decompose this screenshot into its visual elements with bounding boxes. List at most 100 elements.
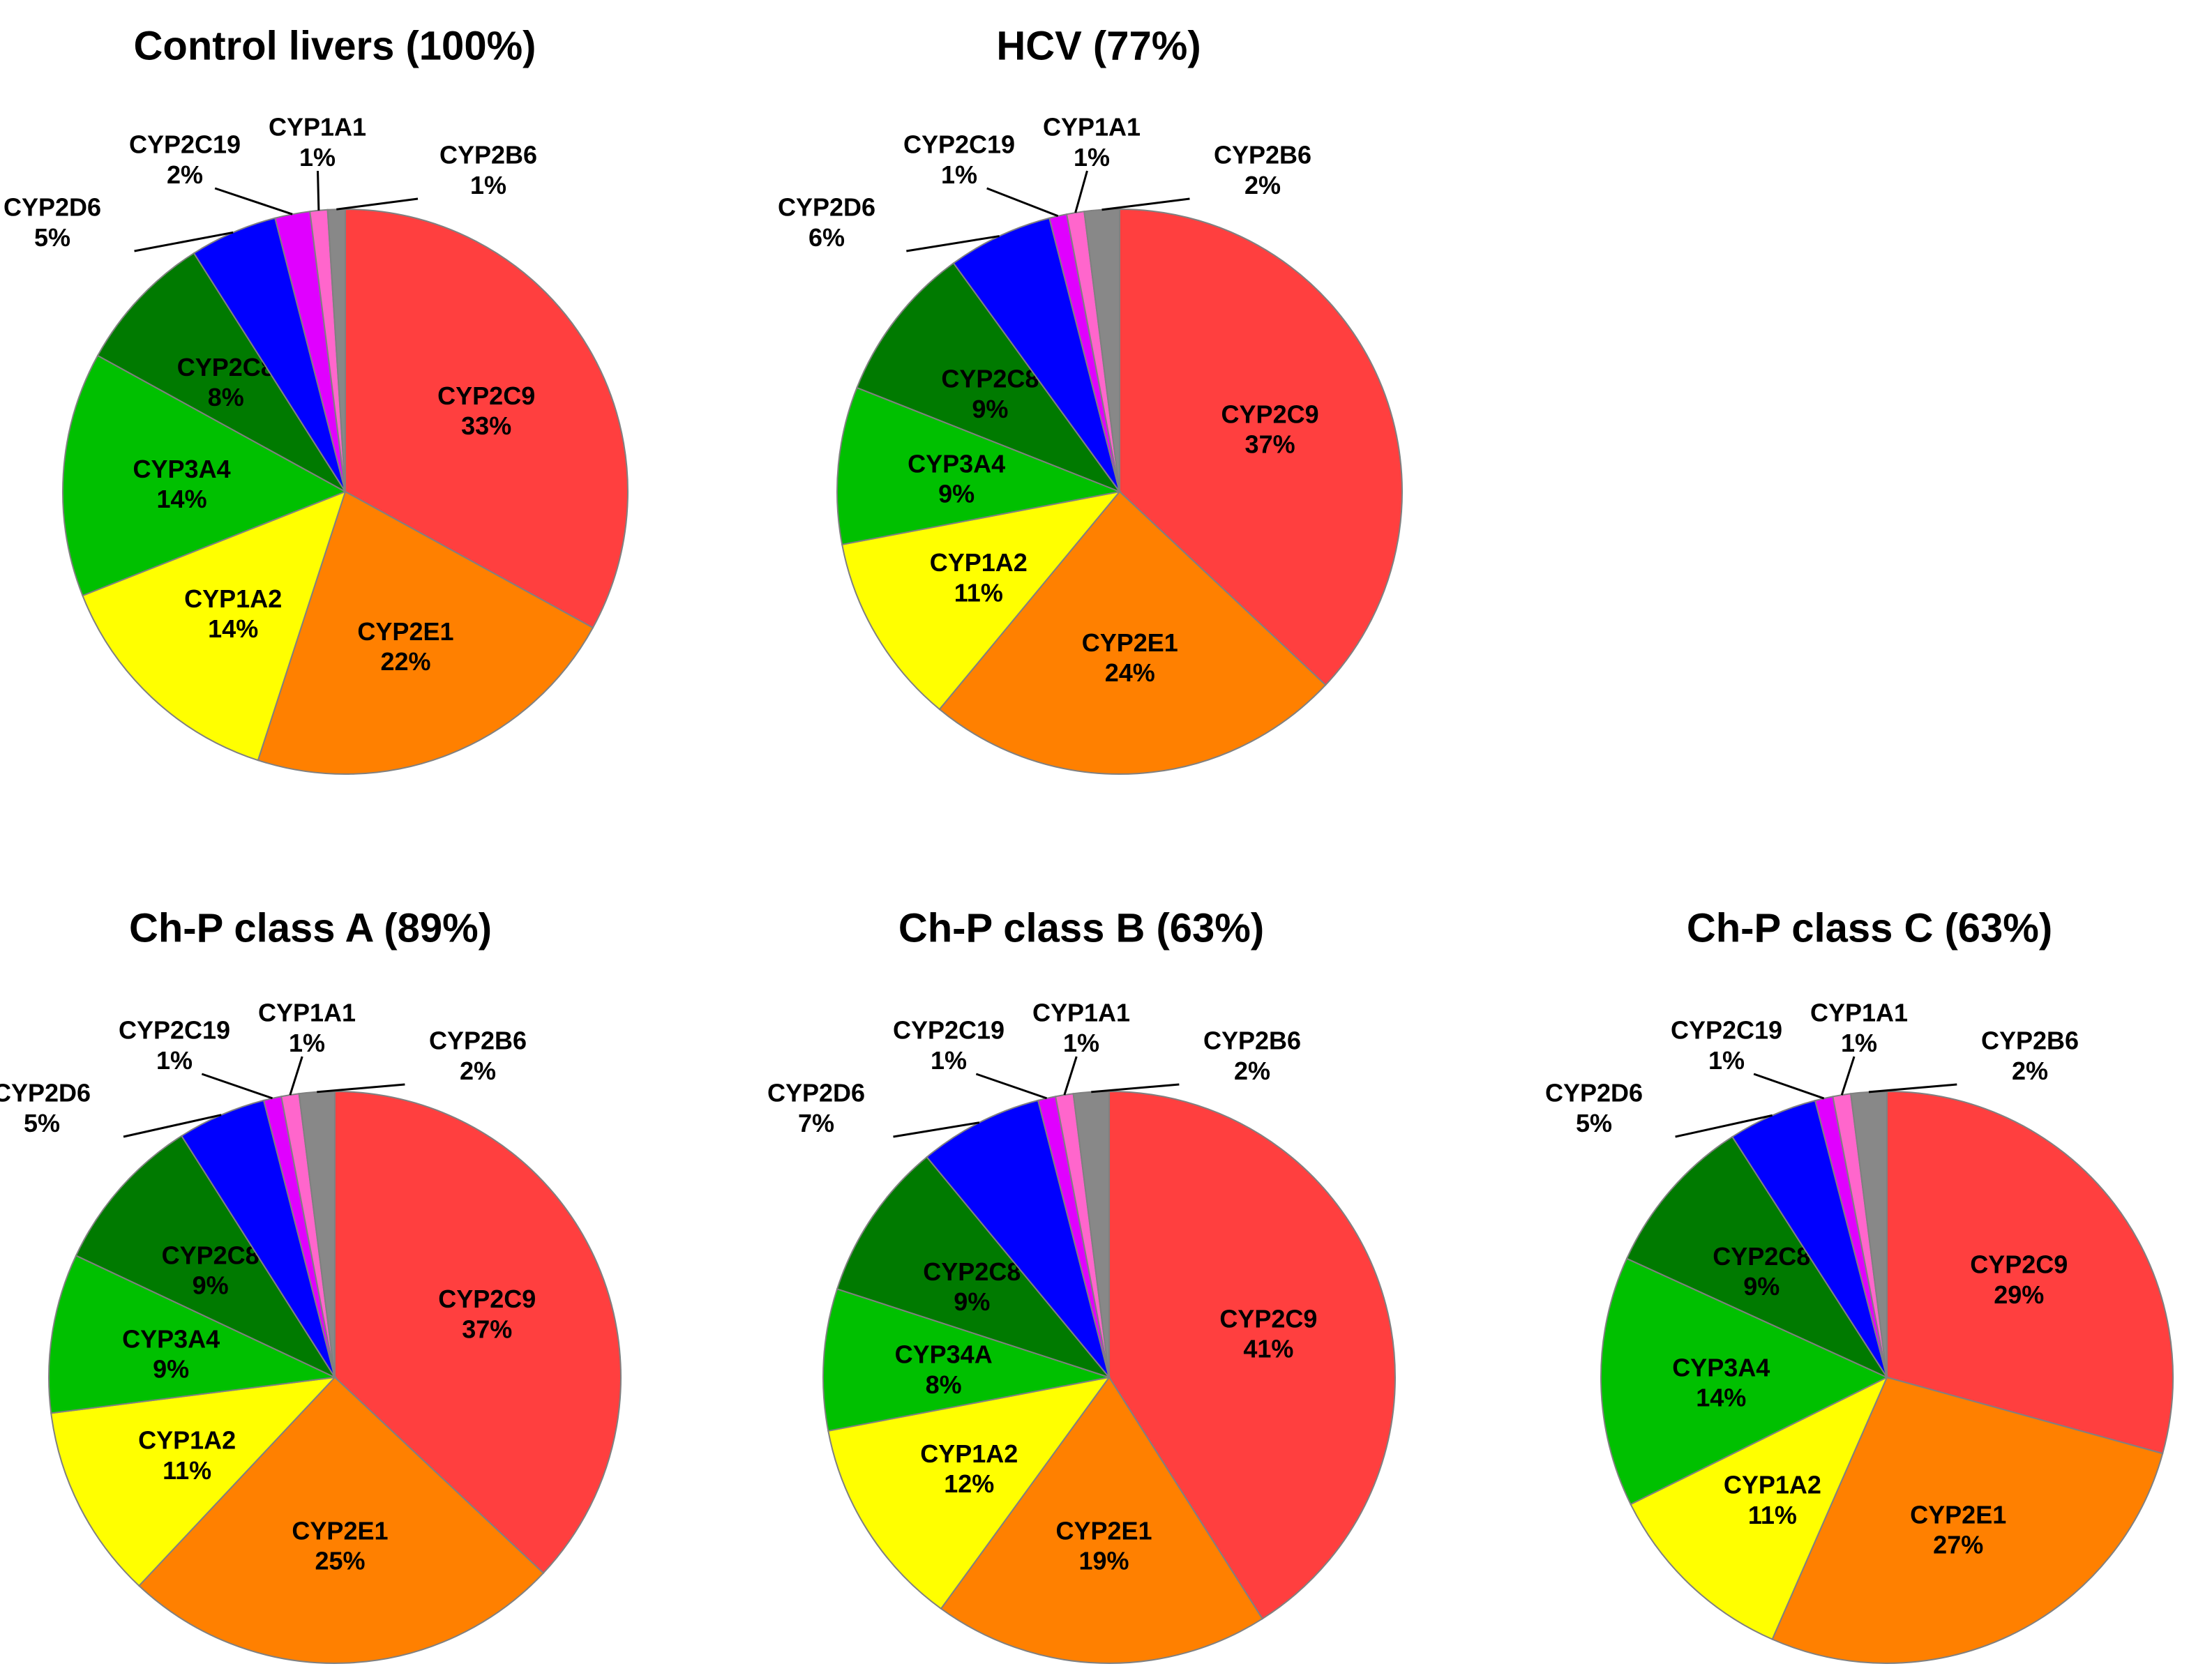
slice-cyp1a2-percent: 11% (1748, 1501, 1797, 1529)
pie-chart-ch-p-class-a-89: Ch-P class A (89%) CYP2C9 37% CYP2E1 25% CYP1… (0, 905, 622, 1664)
slice-cyp2c8-percent: 9% (193, 1271, 229, 1300)
slice-cyp2b6-leader-line (1091, 1083, 1180, 1093)
slice-cyp2c8-label: CYP2C8 8% (177, 353, 275, 411)
slice-cyp2c8 (856, 262, 1122, 494)
slice-cyp2c9-label: CYP2C9 33% (437, 381, 535, 440)
slice-cyp1a1-percent: 1% (289, 1029, 325, 1057)
slice-cyp1a2 (1630, 1375, 1889, 1640)
slice-cyp1a2-name: CYP1A2 (138, 1426, 236, 1455)
slice-cyp2c8-name: CYP2C8 (923, 1257, 1021, 1286)
slice-cyp34a-label: CYP34A 8% (895, 1340, 993, 1399)
slice-cyp2b6-label: CYP2B6 2% (429, 1027, 527, 1085)
slice-cyp2e1-percent: 22% (380, 647, 430, 676)
slice-cyp2d6-label: CYP2D6 6% (778, 193, 875, 252)
slice-cyp2c19-leader-line (214, 187, 293, 215)
slice-cyp2c8 (96, 252, 346, 492)
slice-cyp2b6-leader-line (1101, 197, 1190, 211)
slice-cyp2b6-label: CYP2B6 2% (1981, 1027, 2079, 1085)
slice-cyp1a2-percent: 11% (163, 1456, 211, 1485)
slice-cyp2e1 (940, 1376, 1264, 1664)
slice-cyp2c19-name: CYP2C19 (903, 130, 1015, 159)
slice-cyp2c19-percent: 2% (167, 160, 203, 189)
slice-cyp2b6-percent: 2% (460, 1057, 496, 1085)
slice-cyp2c9-percent: 29% (1994, 1280, 2044, 1309)
slice-cyp1a1-label: CYP1A1 1% (258, 999, 356, 1057)
slice-cyp1a1-label: CYP1A1 1% (1043, 113, 1141, 172)
slice-cyp2e1-label: CYP2E1 25% (292, 1516, 388, 1575)
slice-cyp1a2-percent: 11% (954, 578, 1003, 607)
slice-cyp2c8-label: CYP2C8 9% (923, 1257, 1021, 1316)
slice-cyp2c8-label: CYP2C8 9% (1713, 1242, 1810, 1301)
slice-cyp1a1-name: CYP1A1 (1032, 999, 1130, 1027)
slice-cyp3a4-label: CYP3A4 14% (1672, 1353, 1770, 1412)
pie-chart-control-livers-100: Control livers (100%)CYP2C9 33%CYP2E1 22%C… (3, 23, 629, 775)
slice-cyp2c8-percent: 9% (1743, 1272, 1780, 1301)
slice-cyp1a1-label: CYP1A1 1% (269, 113, 366, 172)
chart-title: Ch-P class A (89%) (129, 905, 492, 951)
slice-cyp1a1-label: CYP1A1 1% (1032, 999, 1130, 1057)
slice-cyp2e1-name: CYP2E1 (1910, 1500, 2006, 1529)
chart-title: Ch-P class B (63%) (898, 905, 1264, 951)
slice-cyp3a4-percent: 14% (157, 485, 207, 513)
slice-cyp2c19-name: CYP2C19 (129, 130, 241, 159)
slice-cyp34a (822, 1288, 1110, 1432)
slice-cyp3a4-percent: 14% (1696, 1384, 1746, 1412)
slice-cyp1a1-name: CYP1A1 (1043, 113, 1141, 142)
slice-cyp2d6-percent: 6% (808, 223, 845, 252)
slice-cyp2c8-percent: 9% (954, 1287, 990, 1316)
slice-cyp2c19-leader-line (1753, 1073, 1825, 1100)
slice-cyp1a1-leader-line (1074, 170, 1088, 213)
slice-cyp2b6-label: CYP2B6 1% (439, 141, 537, 199)
slice-cyp2c19-label: CYP2C19 1% (893, 1016, 1005, 1075)
slice-cyp2d6-leader-line (134, 231, 234, 252)
slice-cyp2c8-name: CYP2C8 (941, 365, 1039, 393)
slice-cyp2c9 (1108, 1090, 1396, 1620)
slice-cyp2c8-label: CYP2C8 9% (162, 1241, 259, 1299)
slice-cyp3a4-label: CYP3A4 9% (122, 1324, 220, 1383)
slice-cyp3a4-name: CYP3A4 (133, 455, 231, 483)
slice-cyp1a1-label: CYP1A1 1% (1810, 999, 1908, 1057)
slice-cyp1a2-label: CYP1A2 11% (1724, 1471, 1821, 1529)
slice-cyp2b6-percent: 1% (470, 171, 506, 199)
slice-cyp2e1 (137, 1376, 545, 1664)
slice-cyp3a4-name: CYP3A4 (908, 449, 1005, 478)
slice-cyp2c9-label: CYP2C9 37% (1221, 400, 1319, 458)
slice-cyp2d6-leader-line (123, 1114, 222, 1138)
slice-cyp1a2 (82, 490, 347, 762)
slice-cyp2e1-percent: 25% (315, 1546, 365, 1575)
slice-cyp1a1-leader-line (317, 170, 320, 211)
slice-cyp1a1-percent: 1% (1063, 1029, 1099, 1057)
slice-cyp2d6-name: CYP2D6 (767, 1079, 865, 1107)
slice-cyp2c9-name: CYP2C9 (438, 1285, 536, 1313)
slice-cyp1a2 (827, 1376, 1111, 1610)
slice-cyp1a1-name: CYP1A1 (258, 999, 356, 1027)
slice-cyp2c19-label: CYP2C19 1% (119, 1016, 230, 1075)
chart-title: HCV (77%) (996, 23, 1201, 68)
slice-cyp2e1 (938, 490, 1327, 775)
slice-cyp2d6-label: CYP2D6 5% (0, 1079, 91, 1137)
slice-cyp2c19-label: CYP2C19 1% (903, 130, 1015, 189)
slice-cyp2c9-percent: 41% (1243, 1334, 1293, 1363)
slice-cyp2b6-leader-line (317, 1083, 405, 1093)
slice-cyp2c19-leader-line (975, 1073, 1048, 1100)
slice-cyp2e1-name: CYP2E1 (292, 1516, 388, 1545)
slice-cyp2b6-name: CYP2B6 (429, 1027, 527, 1055)
slice-cyp2e1-name: CYP2E1 (357, 617, 453, 646)
slice-cyp2d6-label: CYP2D6 7% (767, 1079, 865, 1137)
slice-cyp2e1-name: CYP2E1 (1082, 628, 1178, 657)
slice-cyp2c19-name: CYP2C19 (119, 1016, 230, 1045)
slice-cyp1a1-percent: 1% (1841, 1029, 1877, 1057)
slice-cyp2c9-label: CYP2C9 41% (1219, 1304, 1317, 1363)
slice-cyp2d6-name: CYP2D6 (778, 193, 875, 222)
slice-cyp1a2 (50, 1376, 337, 1587)
slice-cyp2c19-percent: 1% (156, 1046, 193, 1075)
slice-cyp1a2-name: CYP1A2 (1724, 1471, 1821, 1499)
slice-cyp1a2-name: CYP1A2 (184, 584, 282, 613)
pie-chart-ch-p-class-c-63: Ch-P class C (63%) CYP2C9 29% CYP2E1 27% CYP1… (1545, 905, 2174, 1664)
slice-cyp2e1 (1771, 1376, 2164, 1664)
slice-cyp2c19-leader-line (201, 1073, 273, 1100)
slice-cyp2e1 (257, 490, 594, 775)
slice-cyp3a4-percent: 9% (938, 480, 975, 508)
slice-cyp2c8-percent: 8% (208, 383, 244, 411)
